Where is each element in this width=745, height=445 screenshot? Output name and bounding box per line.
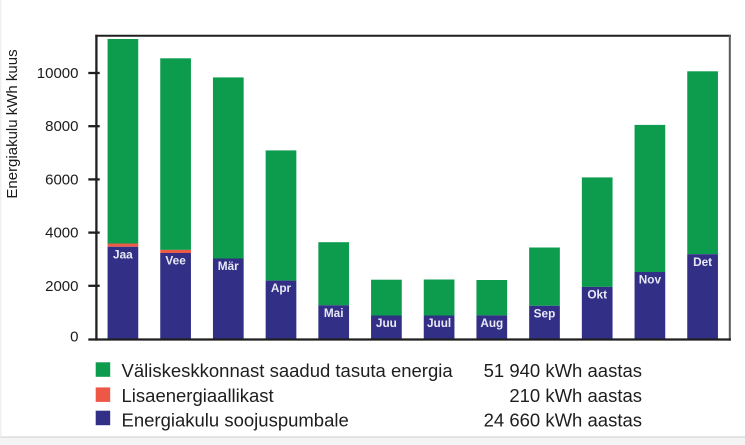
svg-text:Apr: Apr bbox=[271, 281, 292, 295]
svg-text:51 940 kWh aastas: 51 940 kWh aastas bbox=[484, 360, 642, 381]
svg-text:Jaa: Jaa bbox=[113, 247, 133, 261]
svg-text:210 kWh aastas: 210 kWh aastas bbox=[509, 385, 642, 406]
svg-text:Vee: Vee bbox=[165, 254, 186, 268]
svg-text:6000: 6000 bbox=[45, 171, 78, 188]
svg-text:Lisaenergiaallikast: Lisaenergiaallikast bbox=[122, 385, 274, 406]
svg-text:Mär: Mär bbox=[218, 259, 239, 273]
svg-text:Väliskeskkonnast saadud tasuta: Väliskeskkonnast saadud tasuta energia bbox=[122, 360, 454, 381]
svg-text:Det: Det bbox=[693, 255, 712, 269]
svg-text:Juu: Juu bbox=[376, 316, 397, 330]
svg-text:8000: 8000 bbox=[45, 118, 78, 135]
svg-text:Sep: Sep bbox=[534, 306, 556, 320]
svg-text:Energiakulu kWh kuus: Energiakulu kWh kuus bbox=[4, 49, 21, 198]
svg-text:10000: 10000 bbox=[37, 65, 79, 82]
svg-text:Nov: Nov bbox=[639, 273, 662, 287]
svg-text:0: 0 bbox=[70, 329, 78, 346]
svg-text:Energiakulu soojuspumbale: Energiakulu soojuspumbale bbox=[122, 410, 349, 431]
svg-text:Mai: Mai bbox=[324, 306, 344, 320]
svg-text:24 660 kWh aastas: 24 660 kWh aastas bbox=[484, 410, 642, 431]
svg-text:2000: 2000 bbox=[45, 278, 78, 295]
svg-text:Juul: Juul bbox=[427, 316, 451, 330]
svg-text:4000: 4000 bbox=[45, 225, 78, 242]
svg-text:Okt: Okt bbox=[587, 288, 607, 302]
svg-text:Aug: Aug bbox=[480, 316, 503, 330]
